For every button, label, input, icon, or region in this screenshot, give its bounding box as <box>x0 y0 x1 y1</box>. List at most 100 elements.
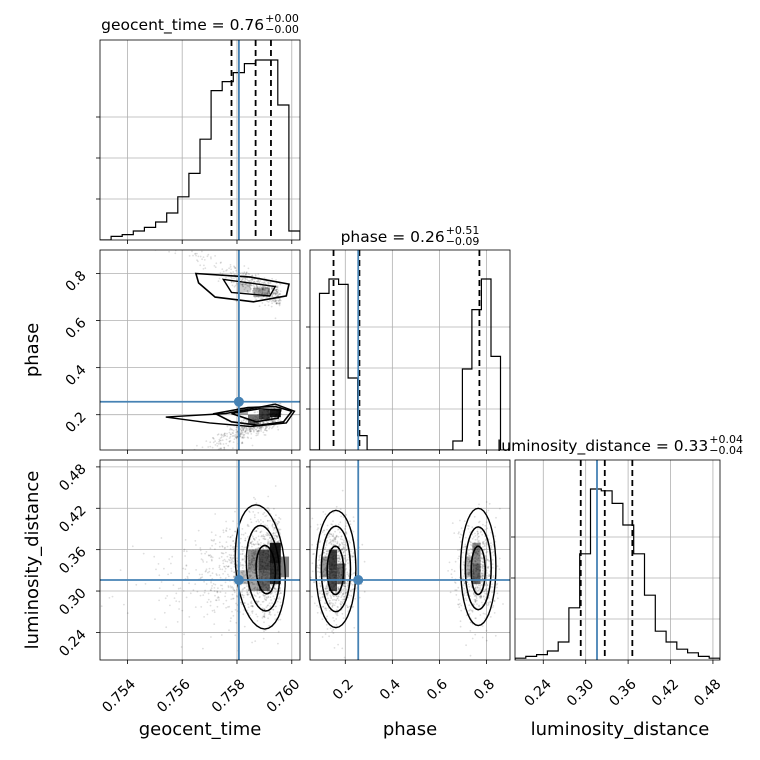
sample-point <box>272 420 274 423</box>
sample-point <box>328 602 331 604</box>
sample-point <box>279 601 282 604</box>
sample-point <box>241 559 244 561</box>
sample-point <box>225 541 228 543</box>
sample-point <box>196 444 198 447</box>
sample-point <box>168 464 170 466</box>
sample-point <box>343 585 346 588</box>
sample-point <box>183 462 185 464</box>
sample-point <box>351 556 354 559</box>
sample-point <box>279 416 281 419</box>
sample-point <box>468 552 471 555</box>
sample-point <box>263 434 266 436</box>
sample-point <box>478 503 480 506</box>
sample-point <box>253 285 256 288</box>
sample-point <box>233 546 235 548</box>
sample-point <box>345 548 348 551</box>
sample-point <box>228 629 230 632</box>
sample-point <box>325 585 328 588</box>
sample-point <box>481 574 484 577</box>
sample-point <box>474 532 476 535</box>
sample-point <box>244 273 247 276</box>
sample-point <box>257 527 259 530</box>
sample-point <box>171 457 173 459</box>
sample-point <box>250 600 253 603</box>
sample-point <box>243 625 246 628</box>
sample-point <box>253 280 256 283</box>
sample-point <box>209 604 212 607</box>
sample-point <box>480 572 483 575</box>
sample-point <box>485 629 488 632</box>
sample-point <box>266 291 269 294</box>
sample-point <box>267 617 269 620</box>
sample-point <box>222 270 225 273</box>
sample-point <box>225 529 227 532</box>
sample-point <box>225 269 228 272</box>
sample-point <box>221 439 224 442</box>
sample-point <box>336 605 339 608</box>
sample-point <box>481 636 484 639</box>
sample-point <box>274 289 277 292</box>
sample-point <box>464 546 467 548</box>
sample-point <box>244 283 247 285</box>
sample-point <box>321 531 324 534</box>
sample-point <box>246 523 249 526</box>
sample-point <box>361 543 364 546</box>
sample-point <box>248 574 251 577</box>
sample-point <box>248 273 251 276</box>
sample-point <box>473 593 475 596</box>
sample-point <box>251 555 253 557</box>
sample-point <box>498 557 501 560</box>
sample-point <box>213 623 216 625</box>
sample-point <box>213 611 216 614</box>
sample-point <box>236 435 238 438</box>
sample-point <box>240 433 243 436</box>
sample-point <box>451 576 453 579</box>
sample-point <box>158 599 161 602</box>
sample-point <box>250 281 253 283</box>
sample-point <box>319 571 321 574</box>
panel-frame-geocent_time-geocent_time <box>99 39 301 241</box>
sample-point <box>213 538 216 541</box>
sample-point <box>482 561 485 564</box>
sample-point <box>493 599 496 602</box>
sample-point <box>224 432 226 435</box>
sample-point <box>466 576 469 579</box>
sample-point <box>263 277 266 279</box>
sample-point <box>250 433 253 435</box>
sample-point <box>344 554 347 557</box>
sample-point <box>267 540 269 543</box>
sample-point <box>342 592 345 594</box>
sample-point <box>321 636 324 638</box>
sample-point <box>474 589 477 591</box>
sample-point <box>241 427 244 430</box>
sample-point <box>229 264 232 266</box>
sample-point <box>485 542 487 544</box>
sample-point <box>331 523 334 526</box>
sample-point <box>273 292 275 295</box>
sample-point <box>278 596 281 599</box>
sample-point <box>233 550 236 553</box>
sample-point <box>342 584 345 587</box>
sample-point <box>329 602 331 604</box>
sample-point <box>478 554 481 557</box>
sample-point <box>229 544 232 547</box>
sample-point <box>319 590 321 593</box>
sample-point <box>222 559 225 562</box>
sample-point <box>468 571 471 574</box>
sample-point <box>476 586 479 589</box>
sample-point <box>488 574 491 577</box>
sample-point <box>316 564 319 567</box>
sample-point <box>267 289 270 292</box>
sample-point <box>194 540 197 542</box>
sample-point <box>259 595 261 598</box>
sample-point <box>195 569 198 571</box>
sample-point <box>482 612 485 615</box>
sample-point <box>250 550 253 553</box>
sample-point <box>263 595 266 597</box>
sample-point <box>267 595 270 598</box>
sample-point <box>221 545 224 548</box>
sample-point <box>260 530 263 533</box>
sample-point <box>326 592 328 595</box>
tick-label-x-phase: 0.4 <box>377 676 404 703</box>
sample-point <box>277 630 280 633</box>
